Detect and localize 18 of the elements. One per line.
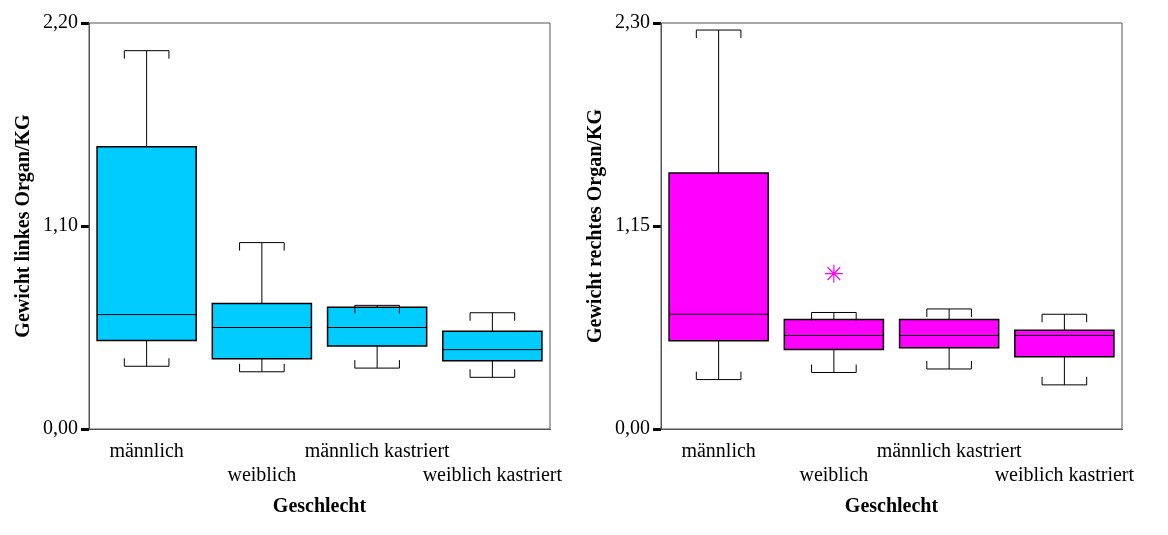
- y-tick-label: 1,10: [43, 213, 78, 236]
- y-tick-label: 2,30: [615, 10, 650, 33]
- x-tick-label: männlich kastriert: [304, 439, 451, 462]
- x-axis-title: Geschlecht: [272, 494, 367, 517]
- y-axis-title: Gewicht rechtes Organ/KG: [583, 108, 607, 344]
- y-tick-label: 1,15: [615, 213, 650, 236]
- x-tick-label: weiblich: [799, 463, 869, 486]
- x-tick-label: männlich: [109, 439, 184, 462]
- y-tick-label: 2,20: [43, 10, 78, 33]
- x-tick-label: weiblich kastriert: [422, 463, 563, 486]
- x-tick-label: männlich: [681, 439, 756, 462]
- y-tick-label: 0,00: [43, 416, 78, 439]
- x-axis-title: Geschlecht: [844, 494, 939, 517]
- x-tick-label: weiblich: [227, 463, 297, 486]
- x-tick-label: weiblich kastriert: [994, 463, 1135, 486]
- x-tick-label: männlich kastriert: [876, 439, 1023, 462]
- y-axis-title: Gewicht linkes Organ/KG: [11, 113, 35, 338]
- y-tick-label: 0,00: [615, 416, 650, 439]
